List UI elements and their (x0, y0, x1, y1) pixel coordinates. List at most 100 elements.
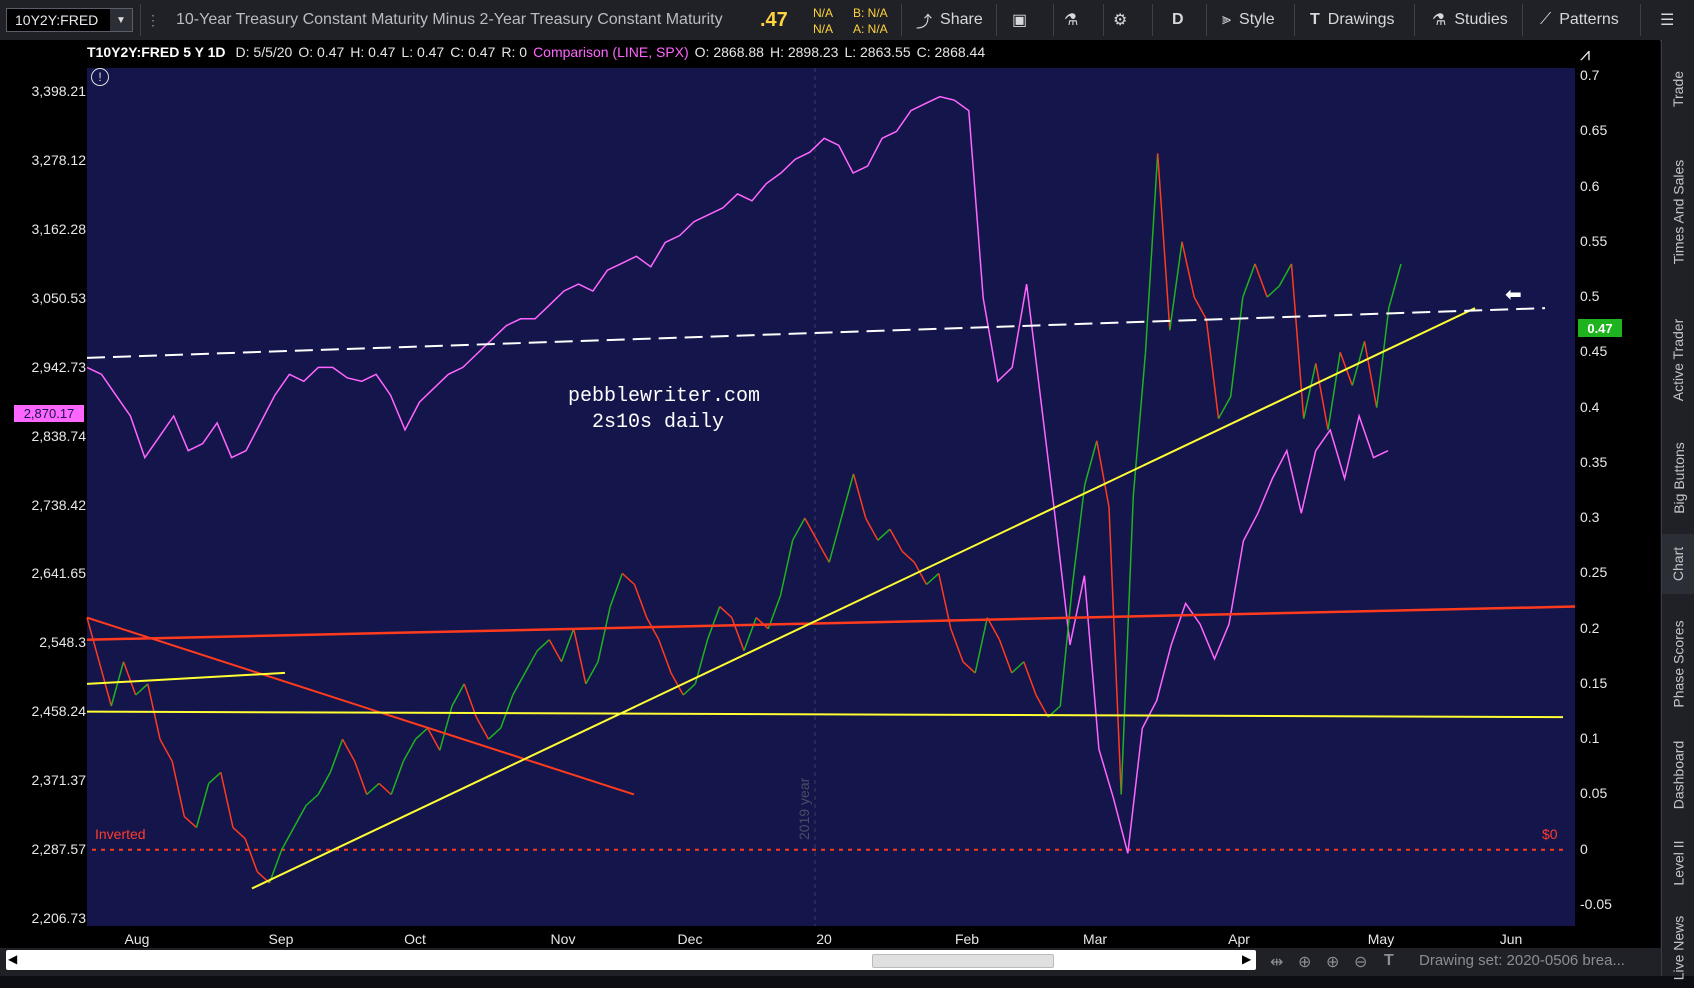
zoom-out-icon[interactable]: ⊖ (1354, 954, 1368, 971)
drawing-set-label[interactable]: Drawing set: 2020-0506 brea... (1419, 951, 1625, 969)
left-axis-tick: 3,398.21 (31, 83, 87, 99)
pattern-icon: ⟋ (1540, 11, 1552, 28)
right-axis-tick: 0.7 (1580, 67, 1600, 83)
last-value-tag: 0.47 (1578, 319, 1622, 337)
beaker-icon: ⚗ (1432, 12, 1447, 29)
symbol-text: 10Y2Y:FRED (15, 12, 99, 28)
info-high: H: 0.47 (350, 44, 396, 60)
patterns-button[interactable]: ⟋ Patterns (1540, 0, 1619, 40)
inverted-label: Inverted (95, 826, 146, 842)
divider (1414, 4, 1415, 36)
na-top: N/A (813, 6, 834, 20)
menu-icon[interactable]: ☰ (1660, 12, 1675, 29)
divider (1522, 4, 1523, 36)
info-low: L: 0.47 (401, 44, 445, 60)
arrow-left-icon: ⬅ (1505, 284, 1522, 306)
x-axis-tick: 20 (816, 931, 832, 947)
tab-dashboard[interactable]: Dashboard (1662, 730, 1694, 820)
tab-label: Level II (1670, 840, 1687, 886)
right-axis-tick: 0.4 (1580, 398, 1600, 415)
right-axis-tick: 0.3 (1580, 509, 1600, 526)
year-marker: 2019 year (796, 777, 812, 840)
scroll-left-icon[interactable]: ◀ (8, 952, 18, 966)
horizontal-scrollbar[interactable] (6, 950, 1256, 970)
flask-icon[interactable]: ⚗ (1064, 12, 1079, 29)
right-axis-tick: 0 (1580, 840, 1588, 857)
divider (901, 4, 902, 36)
right-axis-tick: 0.5 (1580, 288, 1600, 305)
right-axis-tick: 0.15 (1580, 674, 1608, 691)
annotation-line-2: 2s10s daily (568, 411, 725, 434)
left-axis-tick: 2,548.3 (39, 634, 86, 651)
scroll-right-icon[interactable]: ▶ (1242, 952, 1252, 966)
right-axis-tick: 0.2 (1580, 619, 1600, 636)
x-axis-tick: Oct (404, 931, 426, 947)
info-icon[interactable]: ! (91, 68, 109, 86)
comp-high: H: 2898.23 (769, 44, 839, 60)
symbol-dropdown-icon[interactable]: ▼ (110, 9, 132, 31)
tab-trade[interactable]: Trade (1662, 54, 1694, 124)
right-axis-tick: 0.25 (1580, 564, 1608, 581)
scale-icon[interactable]: ⩘ (1580, 44, 1591, 64)
divider (1053, 4, 1054, 36)
gear-icon[interactable]: ⚙ (1113, 12, 1128, 29)
zero-label: $0 (1542, 826, 1558, 842)
plot-area[interactable] (87, 68, 1575, 926)
text-tool-icon[interactable]: T (1384, 952, 1394, 969)
share-button[interactable]: ⤴ Share (916, 0, 983, 40)
divider (996, 4, 997, 36)
share-label: Share (940, 11, 983, 28)
candle-icon: ⫸ (1222, 11, 1232, 28)
left-axis-tick: 2,371.37 (31, 772, 87, 789)
left-axis-tick: 2,641.65 (31, 565, 87, 582)
right-side-panel: Trade Times And Sales Active Trader Big … (1661, 40, 1694, 980)
symbol-description: 10-Year Treasury Constant Maturity Minus… (176, 11, 723, 28)
tab-label: Trade (1670, 70, 1687, 108)
divider (1152, 4, 1153, 36)
left-axis-tick: 3,278.12 (31, 151, 87, 168)
tab-phase-scores[interactable]: Phase Scores (1662, 604, 1694, 724)
text-tool-icon: T (1310, 11, 1320, 28)
tab-big-buttons[interactable]: Big Buttons (1662, 428, 1694, 528)
right-axis-tick: 0.05 (1580, 785, 1608, 802)
tab-label: Big Buttons (1670, 442, 1687, 514)
scroll-thumb[interactable] (872, 954, 1054, 968)
period-button[interactable]: D (1172, 0, 1184, 40)
drawings-label: Drawings (1327, 11, 1395, 28)
tab-active-trader[interactable]: Active Trader (1662, 300, 1694, 420)
info-range: R: 0 (501, 44, 528, 60)
quote-panel-icon[interactable]: ▣ (1012, 12, 1028, 29)
tab-label: Chart (1670, 546, 1687, 582)
divider (1294, 4, 1295, 36)
drawings-button[interactable]: T Drawings (1310, 0, 1394, 40)
studies-button[interactable]: ⚗ Studies (1432, 0, 1508, 40)
x-axis-tick: Mar (1082, 931, 1108, 947)
chart-title[interactable]: T10Y2Y:FRED 5 Y 1D (87, 44, 226, 60)
x-axis-tick: Jun (1499, 931, 1523, 947)
tab-label: Times And Sales (1670, 159, 1687, 265)
x-axis-tick: Dec (677, 931, 703, 947)
tab-live-news[interactable]: Live News (1662, 908, 1694, 988)
drag-handle-icon[interactable]: ⋮ (146, 11, 160, 28)
annotation-line-1: pebblewriter.com (568, 385, 761, 408)
divider (1640, 4, 1641, 36)
period-label: D (1172, 11, 1184, 28)
right-axis-tick: 0.1 (1580, 730, 1600, 747)
right-axis-tick: -0.05 (1580, 896, 1612, 912)
crosshair-icon[interactable]: ⊕ (1298, 954, 1312, 971)
tab-chart[interactable]: Chart (1662, 534, 1694, 594)
comparison-price-tag: 2,870.17 (14, 405, 84, 422)
expand-icon[interactable]: ⇹ (1270, 954, 1284, 971)
comparison-label[interactable]: Comparison (LINE, SPX) (533, 44, 689, 60)
x-axis-tick: Aug (124, 931, 150, 947)
tab-label: Dashboard (1670, 740, 1687, 810)
tab-level-ii[interactable]: Level II (1662, 828, 1694, 898)
left-axis-tick: 2,738.42 (31, 496, 87, 513)
divider (1206, 4, 1207, 36)
zoom-in-icon[interactable]: ⊕ (1326, 954, 1340, 971)
left-axis-tick: 2,942.73 (31, 358, 87, 375)
comp-open: O: 2868.88 (694, 44, 764, 60)
tab-times-and-sales[interactable]: Times And Sales (1662, 132, 1694, 292)
style-button[interactable]: ⫸ Style (1222, 0, 1275, 40)
left-axis-tick: 2,206.73 (31, 910, 87, 926)
